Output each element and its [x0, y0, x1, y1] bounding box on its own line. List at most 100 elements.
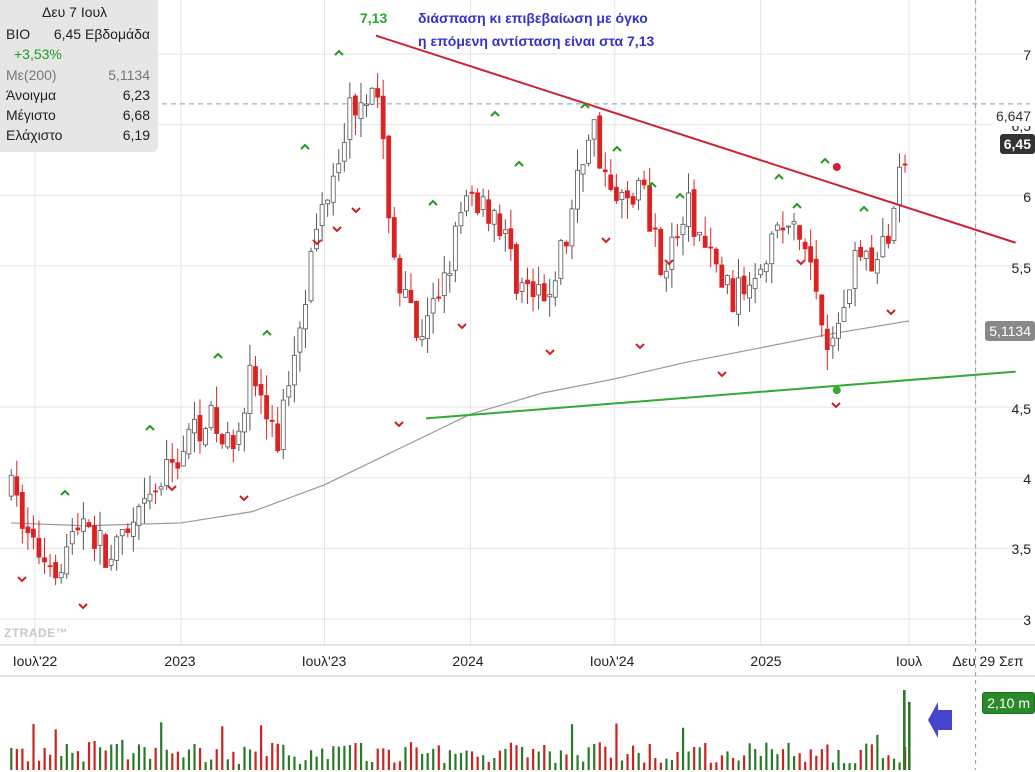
candle-body — [736, 277, 741, 315]
candle-body — [502, 229, 508, 234]
volume-bar — [854, 763, 857, 770]
annotation-line-1: διάσπαση κι επιβεβαίωση με όγκο — [418, 10, 648, 26]
candle-body — [891, 207, 897, 241]
volume-bar — [654, 757, 657, 770]
candle-body — [97, 530, 103, 546]
watermark: ZTRADE™ — [4, 626, 69, 640]
ma200-badge: 5,1134 — [985, 321, 1035, 341]
volume-bar — [276, 743, 279, 770]
candle-body — [253, 366, 258, 387]
candle-body — [486, 199, 492, 224]
candle-body — [330, 175, 336, 203]
candle-body — [386, 135, 392, 219]
volume-bar — [71, 752, 74, 770]
x-tick-label: Ιουλ — [895, 653, 923, 669]
candle-body — [341, 142, 347, 162]
candle-body — [80, 518, 86, 532]
volume-bar — [776, 754, 779, 770]
candle-body — [308, 250, 314, 302]
candle-body — [36, 537, 42, 558]
candle-body — [219, 434, 225, 445]
volume-arrow-icon — [928, 702, 952, 738]
candle-body — [419, 336, 425, 341]
up-fractal-marker — [514, 160, 524, 167]
volume-bar — [21, 748, 24, 770]
candle-body — [591, 119, 597, 140]
candle-body — [647, 185, 653, 232]
candle-body — [819, 294, 825, 326]
volume-bar — [532, 749, 535, 770]
candle-body — [130, 521, 136, 537]
chart-overlay — [928, 702, 952, 738]
volume-bar — [243, 746, 246, 770]
up-fractal-marker — [213, 352, 223, 359]
down-fractal-marker — [167, 485, 177, 492]
volume-bar — [409, 742, 413, 770]
candle-body — [619, 192, 625, 200]
candle-body — [430, 298, 436, 314]
candle-body — [786, 225, 791, 228]
volume-bar — [837, 749, 840, 770]
y-tick-label: 4 — [1023, 471, 1031, 487]
candle-body — [25, 526, 31, 534]
volume-bar — [465, 750, 468, 770]
volume-bar — [454, 753, 457, 770]
volume-bar — [587, 747, 590, 770]
candle-body — [508, 228, 514, 250]
volume-bar — [754, 749, 757, 770]
candle-body — [125, 528, 131, 534]
down-fractal-marker — [351, 207, 361, 214]
candle-body — [336, 163, 342, 174]
volume-bar — [337, 746, 340, 770]
candle-body — [364, 103, 369, 106]
down-fractal-marker — [457, 323, 467, 330]
volume-bar — [382, 748, 385, 770]
candle-body — [902, 163, 908, 166]
x-tick-label: Ιουλ'23 — [301, 653, 347, 669]
candle-body — [391, 217, 397, 258]
candle-body — [552, 280, 558, 298]
volume-bar — [393, 762, 396, 770]
volume-bar — [187, 749, 191, 770]
up-fractal-marker — [859, 205, 869, 212]
volume-bar — [137, 744, 141, 770]
volume-bar — [237, 763, 241, 770]
candle-body — [608, 174, 614, 190]
candle-body — [730, 278, 736, 313]
volume-bar — [848, 763, 851, 770]
volume-bar — [620, 760, 624, 770]
volume-bar — [432, 748, 435, 770]
volume-bar — [676, 751, 679, 770]
volume-bar — [637, 752, 640, 770]
candle-body — [841, 307, 847, 322]
volume-bar — [898, 762, 901, 770]
candle-body — [203, 428, 208, 446]
candle-body — [58, 572, 64, 579]
candle-body — [852, 250, 858, 289]
candle-body — [42, 557, 47, 563]
volume-bar — [698, 747, 701, 770]
volume-bar — [498, 750, 501, 770]
volume-bar — [260, 725, 263, 770]
candle-body — [469, 191, 475, 194]
volume-bar — [842, 763, 846, 770]
candle-body — [769, 233, 775, 265]
volume-bar — [659, 762, 662, 770]
up-fractal-marker — [300, 143, 310, 150]
candle-body — [142, 498, 147, 504]
candle-body — [241, 412, 247, 433]
candle-body — [136, 505, 142, 526]
volume-bar — [582, 761, 585, 770]
candle-body — [491, 210, 497, 225]
volume-bar — [126, 759, 129, 770]
volume-bar — [37, 760, 41, 770]
candle-body — [558, 240, 564, 279]
candle-body — [780, 227, 786, 231]
x-tick-label: 2025 — [750, 653, 782, 669]
candle-body — [75, 527, 81, 531]
up-fractal-marker — [428, 199, 438, 206]
volume-bar — [565, 754, 568, 770]
x-tick-label: 2024 — [452, 653, 484, 669]
pivot-point — [832, 163, 841, 171]
